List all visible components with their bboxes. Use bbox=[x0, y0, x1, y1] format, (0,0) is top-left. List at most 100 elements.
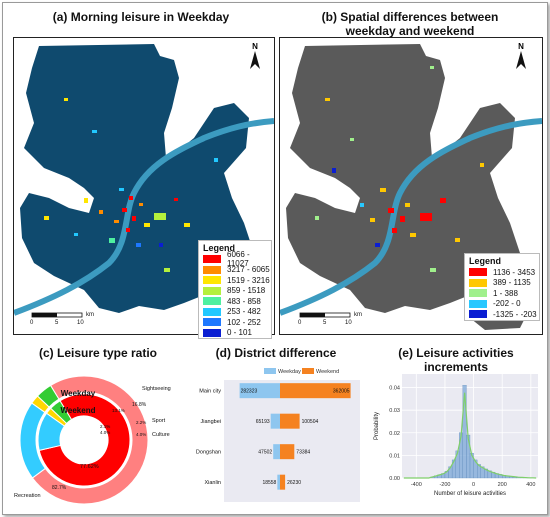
label-culture-inner: 4.0% bbox=[100, 430, 110, 435]
legend-label: 1 - 388 bbox=[493, 288, 518, 298]
map-a-scale-5: 5 bbox=[55, 320, 59, 326]
histogram-bar bbox=[462, 385, 467, 479]
bar-weekend bbox=[280, 474, 286, 490]
legend-swatch bbox=[469, 310, 487, 319]
ring-label-weekend: Weekend bbox=[61, 406, 96, 415]
legend-swatch bbox=[469, 268, 487, 277]
y-tick-label: 0.02 bbox=[389, 431, 400, 437]
y-tick-label: 0.04 bbox=[389, 386, 400, 392]
legend-label: 6066 - 11027 bbox=[227, 250, 250, 269]
panel-d-title: (d) District difference bbox=[215, 346, 337, 360]
legend-swatch bbox=[203, 286, 221, 295]
map-a-north-arrow: N bbox=[250, 42, 260, 71]
value-label-weekend: 26230 bbox=[287, 480, 301, 486]
value-label-weekend: 362005 bbox=[333, 389, 350, 395]
legend-item: 1136 - 3453 bbox=[465, 267, 539, 278]
bar-weekend bbox=[280, 383, 351, 399]
chart-c-donut: Weekday Weekend Sightseeing 16.8% 13.1% Sport… bbox=[14, 375, 171, 505]
label-sightseeing-inner: 13.1% bbox=[112, 408, 125, 413]
map-a-scale-bar: 0 5 10 km bbox=[30, 312, 100, 328]
map-a-land bbox=[20, 44, 254, 313]
x-tick-label: 200 bbox=[498, 482, 507, 488]
label-recreation: Recreation bbox=[14, 493, 41, 499]
map-b-scale-0: 0 bbox=[298, 320, 302, 326]
legend-item: 859 - 1518 bbox=[199, 286, 271, 297]
map-b-scale-10: 10 bbox=[345, 320, 352, 326]
y-axis-label: Probability bbox=[374, 412, 380, 440]
label-culture: Culture bbox=[152, 432, 170, 438]
legend-b: Legend 1136 - 3453 389 - 1135 1 - 388 -202 … bbox=[464, 253, 540, 321]
scale-bar-icon bbox=[31, 312, 83, 318]
category-label: Xianlin bbox=[204, 480, 221, 486]
legend-label: 1519 - 3216 bbox=[227, 275, 270, 285]
legend-item: 483 - 858 bbox=[199, 296, 271, 307]
legend-swatch bbox=[203, 318, 221, 327]
legend-item: 1519 - 3216 bbox=[199, 275, 271, 286]
y-tick-label: 0.00 bbox=[389, 476, 400, 482]
category-label: Main city bbox=[199, 389, 221, 395]
x-tick-label: 400 bbox=[526, 482, 535, 488]
label-sport-inner: 2.1% bbox=[100, 424, 110, 429]
legend-item: 6066 - 11027 bbox=[199, 250, 271, 268]
x-tick-label: 0 bbox=[472, 482, 475, 488]
kde-line bbox=[403, 392, 537, 479]
legend-swatch bbox=[203, 255, 221, 264]
legend-swatch bbox=[203, 265, 221, 274]
label-culture-outer: 4.0% bbox=[136, 432, 146, 437]
legend-item: 1 - 388 bbox=[465, 288, 539, 299]
legend-label: 483 - 858 bbox=[227, 296, 261, 306]
legend-a-title: Legend bbox=[203, 243, 236, 253]
weekday-slice-culture bbox=[36, 384, 60, 408]
x-tick-label: -200 bbox=[439, 482, 450, 488]
legend-label: -1325 - -203 bbox=[493, 309, 537, 319]
legend-label-weekday: Weekday bbox=[278, 369, 301, 375]
legend-b-rows: 1136 - 3453 389 - 1135 1 - 388 -202 - 0 -132… bbox=[465, 267, 539, 320]
legend-swatch bbox=[203, 297, 221, 306]
panel-c-title: (c) Leisure type ratio bbox=[38, 346, 158, 360]
value-label-weekday: 65193 bbox=[256, 419, 270, 425]
map-b-scale-unit: km bbox=[354, 312, 362, 318]
panel-b-title: (b) Spatial differences between weekday … bbox=[275, 10, 545, 38]
north-arrow-icon bbox=[250, 51, 260, 69]
value-label-weekend: 73384 bbox=[296, 450, 310, 456]
y-tick-label: 0.03 bbox=[389, 408, 400, 414]
value-label-weekend: 100504 bbox=[302, 419, 319, 425]
value-label-weekday: 282323 bbox=[241, 389, 258, 395]
legend-label: 253 - 482 bbox=[227, 307, 261, 317]
legend-swatch-weekday bbox=[264, 368, 276, 374]
legend-label: 0 - 101 bbox=[227, 328, 252, 338]
chart-d-bars: Weekday Weekend Main city 282323 362005 Jiang… bbox=[196, 368, 360, 502]
legend-label: 1136 - 3453 bbox=[493, 267, 536, 277]
map-a-north-label: N bbox=[252, 42, 258, 51]
legend-swatch bbox=[203, 276, 221, 285]
x-axis-label: Number of leisure activities bbox=[434, 491, 506, 497]
legend-label: 389 - 1135 bbox=[493, 278, 531, 288]
legend-item: -1325 - -203 bbox=[465, 309, 539, 320]
ring-label-weekday: Weekday bbox=[61, 389, 96, 398]
label-sightseeing: Sightseeing bbox=[142, 386, 171, 392]
label-sightseeing-outer: 16.8% bbox=[132, 402, 147, 408]
legend-item: 3217 - 6065 bbox=[199, 265, 271, 276]
map-a-scale-unit: km bbox=[86, 312, 94, 318]
chart-e-histogram: 0.00 0.01 0.02 0.03 0.04 -400 -200 0 200 400 Numbe… bbox=[374, 374, 538, 497]
value-label-weekday: 47502 bbox=[258, 450, 272, 456]
legend-b-title: Legend bbox=[469, 256, 502, 266]
map-b-scale-5: 5 bbox=[323, 320, 327, 326]
label-sport: Sport bbox=[152, 418, 166, 424]
bar-weekday bbox=[239, 383, 280, 399]
legend-swatch-weekend bbox=[302, 368, 314, 374]
label-recreation-inner: 77.62% bbox=[80, 464, 99, 470]
map-b-scale-bar: 0 5 10 km bbox=[298, 312, 368, 328]
bar-weekday bbox=[277, 474, 280, 490]
legend-swatch bbox=[469, 278, 487, 287]
map-a-river bbox=[14, 118, 274, 316]
legend-item: 253 - 482 bbox=[199, 307, 271, 318]
panel-b-title-line1: (b) Spatial differences between bbox=[321, 10, 499, 24]
legend-swatch bbox=[469, 289, 487, 298]
weekday-slice-recreation bbox=[31, 375, 149, 505]
map-b-north-arrow: N bbox=[516, 42, 526, 71]
map-a-scale-0: 0 bbox=[30, 320, 34, 326]
map-b-north-label: N bbox=[518, 42, 524, 51]
legend-swatch bbox=[203, 328, 221, 337]
bar-weekend bbox=[280, 444, 295, 460]
